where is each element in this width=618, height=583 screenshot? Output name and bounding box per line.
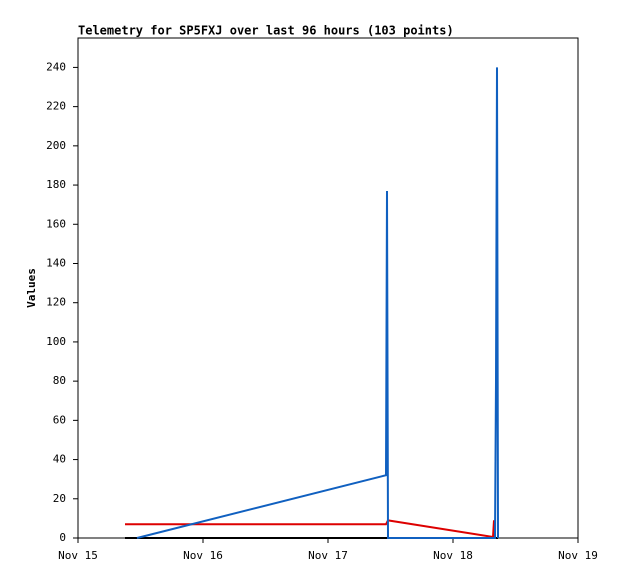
y-tick-label: 180 — [46, 178, 66, 191]
y-tick-label: 60 — [53, 413, 66, 426]
y-tick-label: 80 — [53, 374, 66, 387]
y-tick-label: 0 — [59, 531, 66, 544]
y-tick-label: 240 — [46, 60, 66, 73]
series-line — [125, 519, 496, 539]
x-tick-label: Nov 19 — [558, 549, 598, 562]
chart-title: Telemetry for SP5FXJ over last 96 hours … — [78, 24, 454, 38]
y-tick-label: 20 — [53, 492, 66, 505]
y-tick-label: 220 — [46, 100, 66, 113]
y-tick-label: 160 — [46, 217, 66, 230]
y-tick-label: 120 — [46, 296, 66, 309]
y-tick-label: 40 — [53, 453, 66, 466]
y-tick-label: 100 — [46, 335, 66, 348]
series-line — [136, 67, 499, 539]
y-axis-label: Values — [25, 268, 38, 308]
x-tick-label: Nov 18 — [433, 549, 473, 562]
x-tick-label: Nov 17 — [308, 549, 348, 562]
x-tick-label: Nov 16 — [183, 549, 223, 562]
y-tick-label: 140 — [46, 256, 66, 269]
plot-frame — [77, 37, 579, 539]
y-tick-label: 200 — [46, 139, 66, 152]
x-tick-label: Nov 15 — [58, 549, 98, 562]
